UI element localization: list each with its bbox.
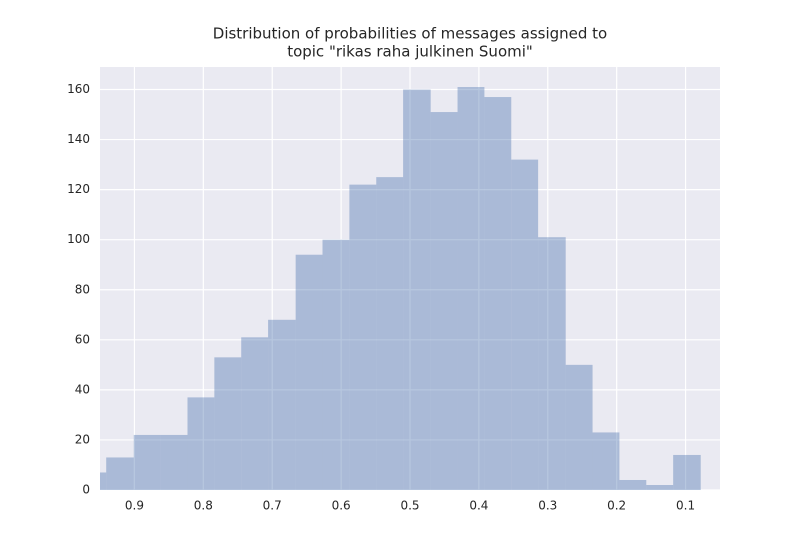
bar — [592, 432, 620, 490]
bar — [322, 239, 350, 490]
bar — [106, 457, 134, 490]
bar — [430, 112, 458, 490]
bar — [268, 319, 296, 490]
bar — [295, 254, 323, 490]
bar — [133, 434, 161, 490]
bar — [100, 472, 107, 490]
bar — [646, 484, 674, 490]
bar — [160, 434, 188, 490]
bar — [619, 479, 647, 490]
x-tick-label: 0.8 — [194, 499, 213, 513]
bar — [349, 184, 377, 490]
bar — [457, 87, 485, 490]
x-tick-label: 0.7 — [263, 499, 282, 513]
bar — [511, 159, 539, 490]
y-tick-label: 60 — [75, 332, 90, 346]
y-tick-label: 160 — [67, 82, 90, 96]
bar — [376, 177, 404, 490]
bar — [565, 364, 593, 490]
bars — [100, 87, 701, 490]
y-tick-label: 100 — [67, 232, 90, 246]
bar — [538, 237, 566, 490]
chart-title: Distribution of probabilities of message… — [213, 25, 607, 43]
x-tick-label: 0.2 — [607, 499, 626, 513]
y-tick-label: 40 — [75, 382, 90, 396]
x-tick-label: 0.3 — [538, 499, 557, 513]
y-tick-label: 20 — [75, 432, 90, 446]
grid — [100, 67, 720, 491]
bar — [484, 97, 512, 490]
bar — [214, 357, 242, 490]
chart-title: topic "rikas raha julkinen Suomi" — [287, 43, 533, 61]
bar — [187, 397, 215, 490]
x-tick-label: 0.9 — [125, 499, 144, 513]
y-tick-label: 80 — [75, 282, 90, 296]
y-tick-label: 140 — [67, 132, 90, 146]
bar — [673, 454, 701, 490]
tick-labels: 0 20 40 60 80 100 120 140 160 0.9 0.8 0.7 0.6 0.5 0.4 0… — [67, 82, 695, 512]
y-tick-label: 120 — [67, 182, 90, 196]
x-tick-label: 0.6 — [332, 499, 351, 513]
x-tick-label: 0.4 — [469, 499, 488, 513]
bar — [403, 89, 431, 490]
x-tick-label: 0.5 — [400, 499, 419, 513]
x-tick-label: 0.1 — [676, 499, 695, 513]
y-tick-label: 0 — [82, 483, 90, 497]
bar — [241, 337, 269, 490]
